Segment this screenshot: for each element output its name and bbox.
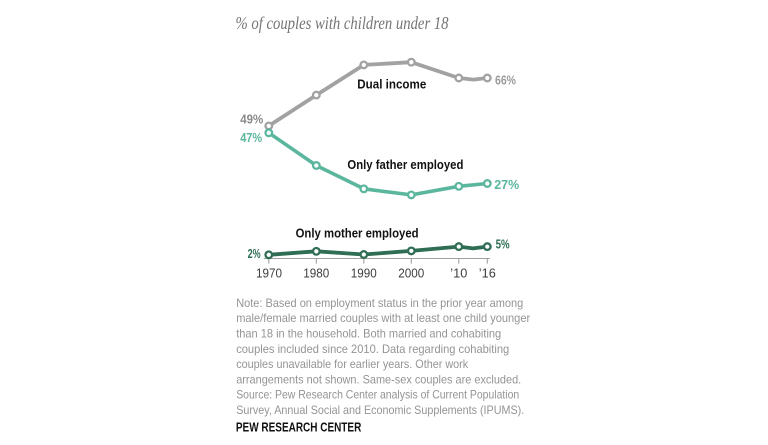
svg-text:’10: ’10 bbox=[450, 266, 467, 281]
svg-text:Dual income: Dual income bbox=[357, 77, 426, 92]
svg-text:1980: 1980 bbox=[303, 266, 329, 281]
svg-text:% of couples with children und: % of couples with children under 18 bbox=[236, 13, 449, 33]
svg-text:1970: 1970 bbox=[256, 266, 282, 281]
svg-text:49%: 49% bbox=[240, 111, 263, 126]
svg-text:Survey, Annual Social and Econ: Survey, Annual Social and Economic Suppl… bbox=[236, 403, 524, 417]
svg-text:2000: 2000 bbox=[398, 266, 424, 281]
svg-text:than 18 in the household. Both: than 18 in the household. Both married a… bbox=[236, 327, 501, 341]
svg-text:47%: 47% bbox=[240, 130, 262, 145]
svg-text:Note: Based on employment stat: Note: Based on employment status in the … bbox=[236, 296, 523, 310]
svg-text:2%: 2% bbox=[248, 246, 261, 261]
svg-text:66%: 66% bbox=[495, 73, 516, 88]
svg-text:5%: 5% bbox=[496, 237, 510, 252]
svg-text:’16: ’16 bbox=[479, 266, 496, 281]
svg-text:Source: Pew Research Center an: Source: Pew Research Center analysis of … bbox=[236, 388, 519, 402]
svg-text:Only mother employed: Only mother employed bbox=[296, 226, 419, 241]
svg-text:arrangements not shown. Same-s: arrangements not shown. Same-sex couples… bbox=[236, 372, 521, 386]
svg-text:male/female married couples wi: male/female married couples with at leas… bbox=[236, 311, 530, 325]
svg-text:PEW RESEARCH CENTER: PEW RESEARCH CENTER bbox=[236, 420, 362, 435]
svg-text:1990: 1990 bbox=[351, 266, 377, 281]
svg-text:couples unavailable for earlie: couples unavailable for earlier years. O… bbox=[236, 357, 469, 371]
svg-text:Only father employed: Only father employed bbox=[347, 157, 463, 172]
svg-text:27%: 27% bbox=[494, 177, 519, 192]
svg-text:couples included since 2010. D: couples included since 2010. Data regard… bbox=[236, 342, 509, 356]
